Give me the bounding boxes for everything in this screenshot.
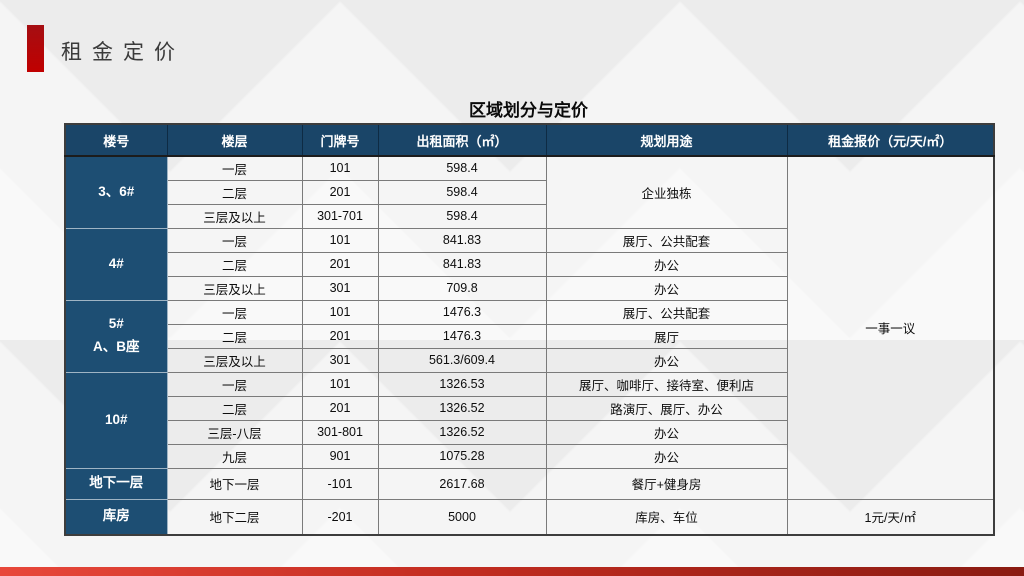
cell: 地下二层 bbox=[166, 498, 303, 536]
cell: 201 bbox=[301, 179, 379, 205]
cell: 101 bbox=[301, 371, 379, 397]
cell: -201 bbox=[301, 498, 379, 536]
usage-cell: 企业独栋 bbox=[545, 155, 788, 229]
usage-cell: 库房、车位 bbox=[545, 498, 788, 536]
cell: 1476.3 bbox=[377, 299, 547, 325]
cell: 二层 bbox=[166, 395, 303, 421]
cell: 598.4 bbox=[377, 179, 547, 205]
cell: 201 bbox=[301, 251, 379, 277]
cell: 1326.52 bbox=[377, 419, 547, 445]
column-header-floor: 楼层 bbox=[166, 123, 303, 157]
usage-cell: 办公 bbox=[545, 275, 788, 301]
table-header-row: 楼号 楼层 门牌号 出租面积（㎡） 规划用途 租金报价（元/天/㎡） bbox=[64, 123, 995, 157]
cell: 三层及以上 bbox=[166, 347, 303, 373]
cell: 101 bbox=[301, 155, 379, 181]
cell: 1476.3 bbox=[377, 323, 547, 349]
usage-cell: 餐厅+健身房 bbox=[545, 467, 788, 500]
cell: 1326.52 bbox=[377, 395, 547, 421]
cell: 301-801 bbox=[301, 419, 379, 445]
usage-cell: 路演厅、展厅、办公 bbox=[545, 395, 788, 421]
cell: 地下一层 bbox=[166, 467, 303, 500]
usage-cell: 办公 bbox=[545, 419, 788, 445]
cell: -101 bbox=[301, 467, 379, 500]
usage-cell: 展厅、咖啡厅、接待室、便利店 bbox=[545, 371, 788, 397]
cell: 101 bbox=[301, 227, 379, 253]
cell: 九层 bbox=[166, 443, 303, 469]
usage-cell: 办公 bbox=[545, 251, 788, 277]
table-row: 三层-八层 301-801 1326.52 办公 bbox=[65, 419, 994, 445]
footer-accent-bar bbox=[0, 567, 1024, 576]
cell: 841.83 bbox=[377, 227, 547, 253]
table-row: 三层及以上 301 709.8 办公 bbox=[65, 275, 994, 301]
cell: 1075.28 bbox=[377, 443, 547, 469]
cell: 一层 bbox=[166, 227, 303, 253]
building-cell: 4# bbox=[64, 227, 168, 301]
cell: 5000 bbox=[377, 498, 547, 536]
usage-cell: 办公 bbox=[545, 347, 788, 373]
table-row: 三层及以上 301 561.3/609.4 办公 bbox=[65, 347, 994, 373]
cell: 561.3/609.4 bbox=[377, 347, 547, 373]
column-header-planned-use: 规划用途 bbox=[545, 123, 788, 157]
cell: 二层 bbox=[166, 323, 303, 349]
cell: 一层 bbox=[166, 299, 303, 325]
table-row: 4# 一层 101 841.83 展厅、公共配套 bbox=[64, 227, 994, 301]
cell: 三层及以上 bbox=[166, 275, 303, 301]
table-row: 库房 地下二层 -201 5000 库房、车位 1元/天/㎡ bbox=[64, 498, 995, 536]
table-title: 区域划分与定价 bbox=[469, 101, 588, 120]
table-body: 3、6# 一层 101 598.4 企业独栋 一事一议 二层 201 598.4 三层及以上 301… bbox=[64, 155, 995, 536]
cell: 301 bbox=[301, 275, 379, 301]
cell: 201 bbox=[301, 395, 379, 421]
cell: 301-701 bbox=[301, 203, 379, 229]
building-cell: 3、6# bbox=[64, 155, 168, 229]
column-header-building: 楼号 bbox=[64, 123, 168, 157]
usage-cell: 展厅、公共配套 bbox=[545, 299, 788, 325]
building-cell: 地下一层 bbox=[64, 467, 168, 500]
cell: 101 bbox=[301, 299, 379, 325]
cell: 598.4 bbox=[377, 155, 547, 181]
cell: 一层 bbox=[166, 371, 303, 397]
cell: 一层 bbox=[166, 155, 303, 181]
cell: 901 bbox=[301, 443, 379, 469]
cell: 709.8 bbox=[377, 275, 547, 301]
cell: 二层 bbox=[166, 179, 303, 205]
page-title: 租金定价 bbox=[61, 41, 185, 64]
building-cell: 5# A、B座 bbox=[64, 299, 168, 373]
cell: 二层 bbox=[166, 251, 303, 277]
pricing-table: 楼号 楼层 门牌号 出租面积（㎡） 规划用途 租金报价（元/天/㎡） 3、6# 一… bbox=[64, 123, 995, 536]
cell: 1326.53 bbox=[377, 371, 547, 397]
title-accent-bar bbox=[27, 25, 44, 72]
table-row: 5# A、B座 一层 101 1476.3 展厅、公共配套 bbox=[64, 299, 994, 373]
table-row: 10# 一层 101 1326.53 展厅、咖啡厅、接待室、便利店 bbox=[64, 371, 994, 469]
column-header-rent-quote: 租金报价（元/天/㎡） bbox=[786, 123, 995, 157]
cell: 598.4 bbox=[377, 203, 547, 229]
cell: 841.83 bbox=[377, 251, 547, 277]
cell: 301 bbox=[301, 347, 379, 373]
building-cell: 10# bbox=[64, 371, 168, 469]
building-cell: 库房 bbox=[64, 498, 168, 536]
cell: 三层及以上 bbox=[166, 203, 303, 229]
rent-cell: 一事一议 bbox=[786, 155, 995, 500]
usage-cell: 办公 bbox=[545, 443, 788, 469]
cell: 201 bbox=[301, 323, 379, 349]
column-header-door-number: 门牌号 bbox=[301, 123, 379, 157]
usage-cell: 展厅 bbox=[545, 323, 788, 349]
table-row: 三层及以上 301-701 598.4 bbox=[65, 203, 994, 229]
table-row: 地下一层 地下一层 -101 2617.68 餐厅+健身房 bbox=[64, 467, 994, 500]
column-header-rental-area: 出租面积（㎡） bbox=[377, 123, 547, 157]
rent-cell: 1元/天/㎡ bbox=[786, 498, 995, 536]
usage-cell: 展厅、公共配套 bbox=[545, 227, 788, 253]
table-row: 3、6# 一层 101 598.4 企业独栋 一事一议 bbox=[64, 155, 995, 500]
cell: 三层-八层 bbox=[166, 419, 303, 445]
table-row: 二层 201 841.83 办公 bbox=[65, 251, 994, 277]
table-row: 二层 201 1326.52 路演厅、展厅、办公 bbox=[65, 395, 994, 421]
cell: 2617.68 bbox=[377, 467, 547, 500]
